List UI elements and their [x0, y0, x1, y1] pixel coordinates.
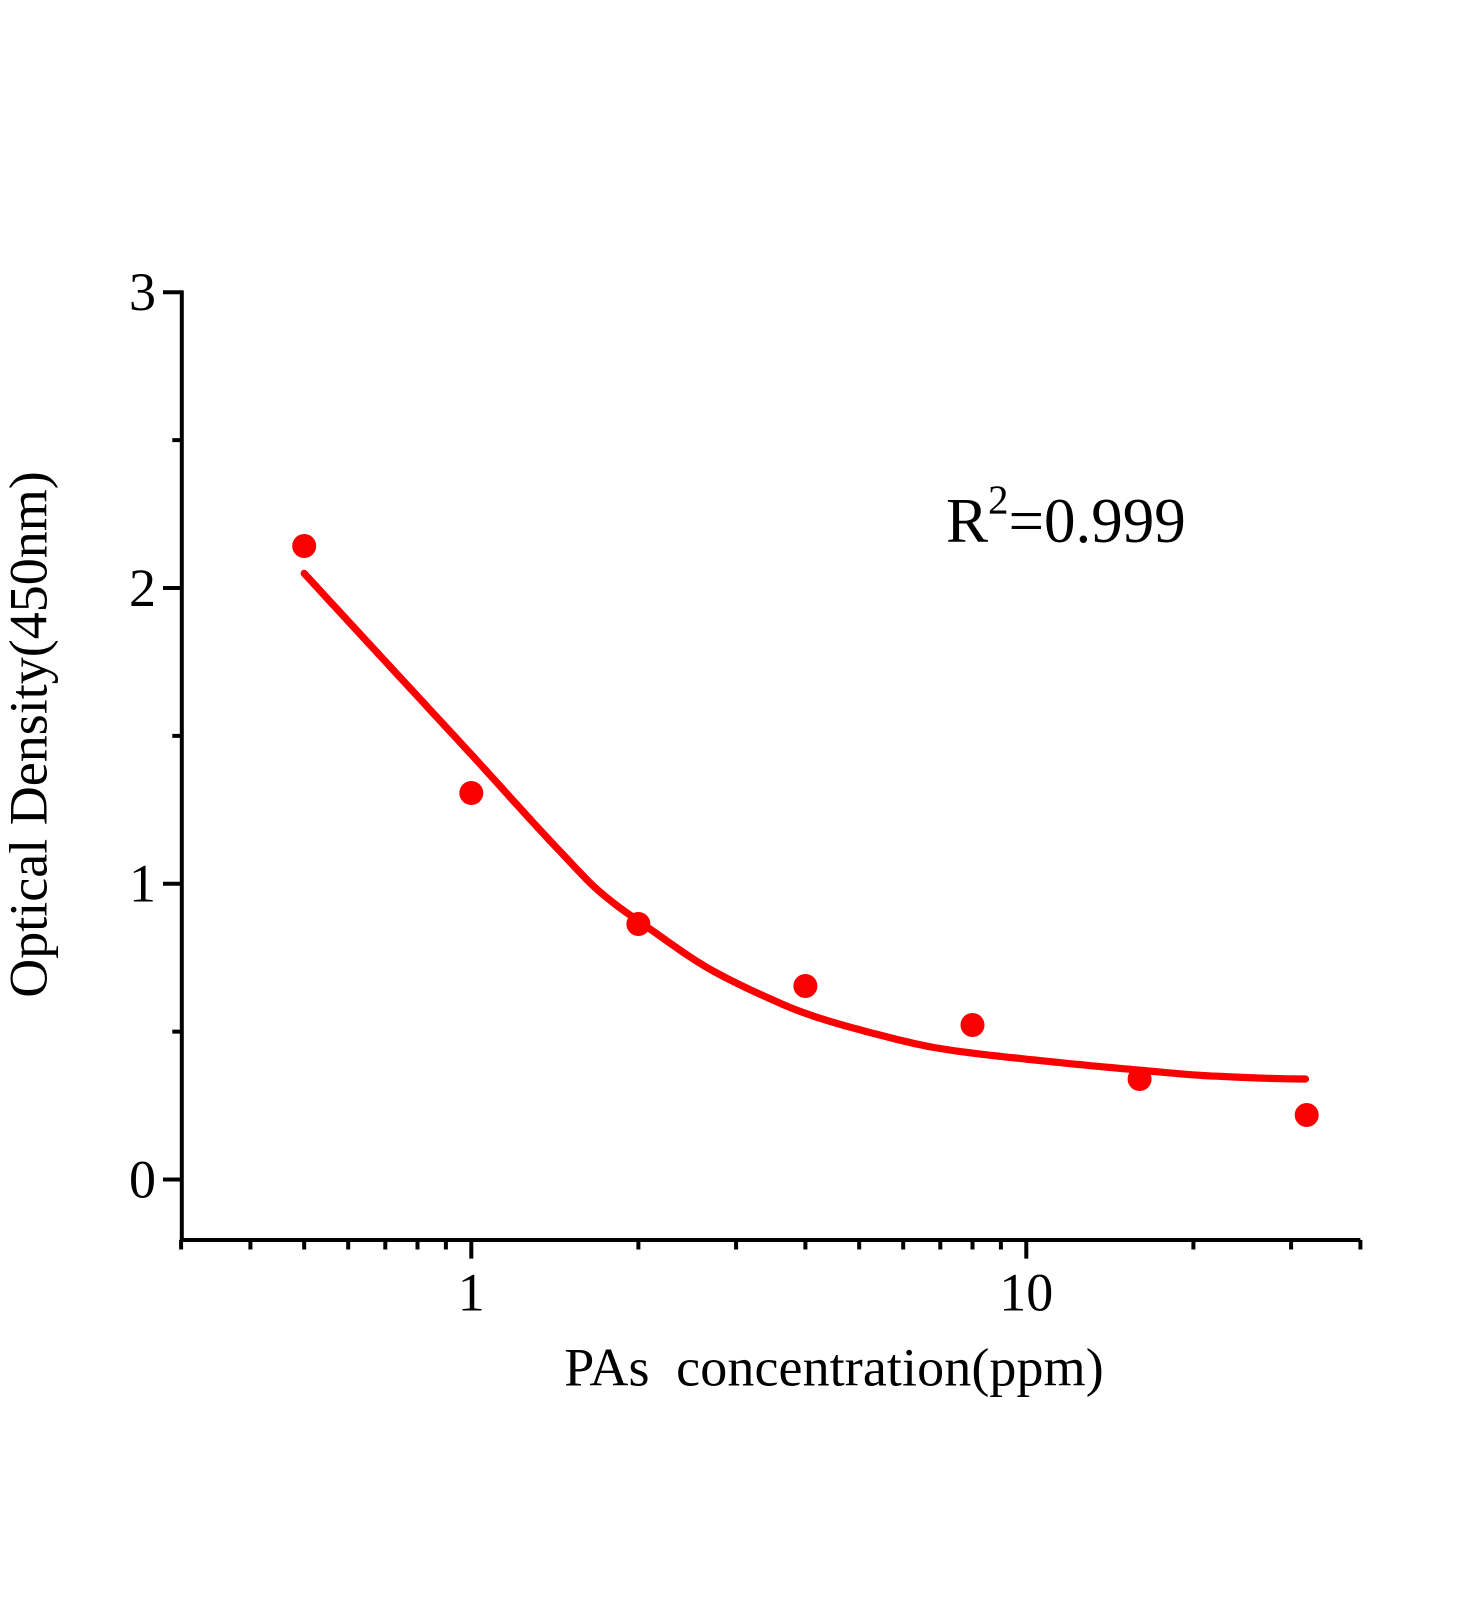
svg-text:1: 1: [458, 1263, 485, 1323]
svg-text:2: 2: [129, 558, 156, 618]
svg-text:R2=0.999: R2=0.999: [946, 477, 1186, 557]
svg-text:1: 1: [129, 854, 156, 914]
svg-text:10: 10: [999, 1263, 1053, 1323]
svg-text:Optical Density(450nm): Optical Density(450nm): [0, 471, 59, 997]
svg-text:3: 3: [129, 262, 156, 322]
svg-text:0: 0: [129, 1149, 156, 1209]
svg-text:PAs concentration(ppm): PAs concentration(ppm): [564, 1338, 1104, 1398]
